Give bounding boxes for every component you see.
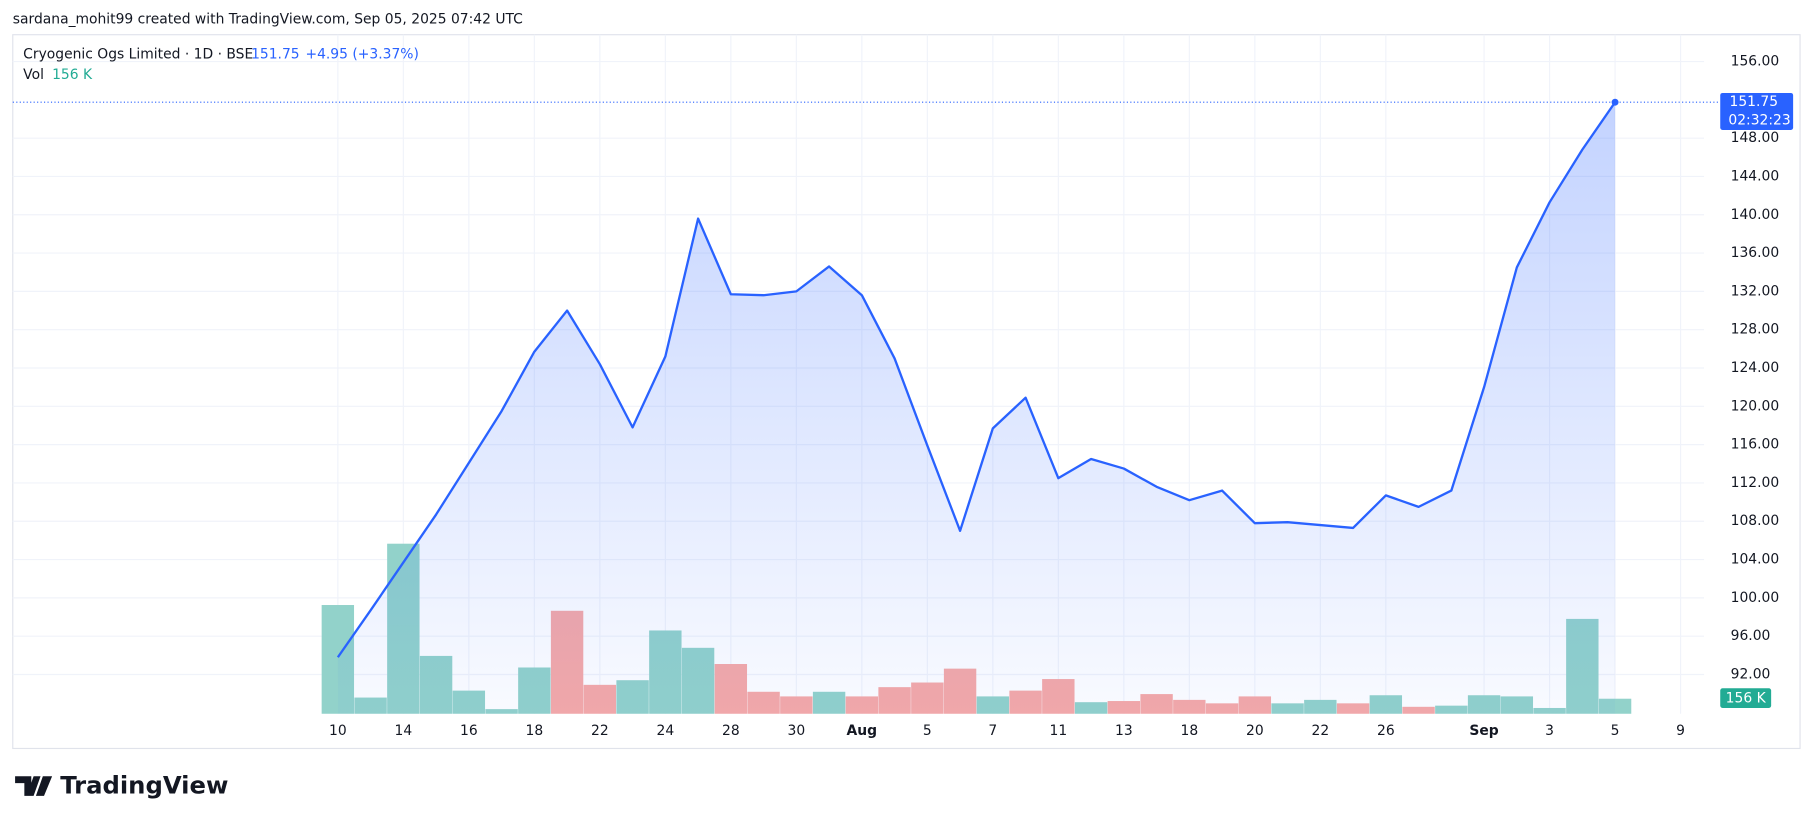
x-tick-label: 13 (1115, 723, 1133, 739)
x-tick-label: 16 (460, 723, 478, 739)
y-tick-label: 136.00 (1731, 245, 1780, 261)
plot: 92.00 96.00 100.00 104.00 108.00 112.00 116.00… (12, 34, 1794, 739)
change: +4.95 (+3.37%) (305, 46, 418, 62)
x-tick-label: 7 (988, 723, 997, 739)
y-tick-label: 108.00 (1731, 513, 1780, 529)
logo-mark (15, 776, 53, 796)
price: 151.75 (251, 46, 300, 62)
x-tick-label: 3 (1545, 723, 1554, 739)
price-label: 151.75 (1730, 94, 1779, 110)
x-tick-label: 20 (1246, 723, 1264, 739)
y-tick-label: 132.00 (1731, 283, 1780, 299)
volume-value: 156 K (52, 67, 93, 83)
logo-text: TradingView (60, 771, 228, 800)
y-tick-label: 124.00 (1731, 360, 1780, 376)
x-tick-label: 30 (788, 723, 806, 739)
volume-label-box (1720, 688, 1772, 708)
x-tick-label: 14 (395, 723, 413, 739)
x-tick-label: 18 (526, 723, 544, 739)
last-point (1611, 98, 1619, 106)
y-tick-label: 128.00 (1731, 322, 1780, 338)
x-tick-label: Sep (1469, 723, 1498, 739)
attribution: sardana_mohit99 created with TradingView… (13, 12, 523, 28)
price-line (336, 101, 1617, 658)
y-tick-label: 112.00 (1731, 475, 1780, 491)
chart-frame (12, 34, 1801, 750)
symbol: Cryogenic Ogs Limited · 1D · BSE (23, 46, 253, 62)
x-tick-label: Aug (847, 723, 878, 739)
x-tick-label: 24 (657, 723, 675, 739)
x-tick-label: 22 (591, 723, 609, 739)
x-tick-label: 22 (1312, 723, 1330, 739)
countdown: 02:32:23 (1728, 113, 1790, 129)
price-label-box (1720, 92, 1794, 130)
x-tick-label: 28 (722, 723, 740, 739)
x-tick-label: 10 (329, 723, 347, 739)
logo: TradingView (15, 771, 228, 800)
y-tick-label: 144.00 (1731, 168, 1780, 184)
x-tick-label: 5 (923, 723, 932, 739)
x-tick-label: 11 (1050, 723, 1068, 739)
y-tick-label: 116.00 (1731, 437, 1780, 453)
y-tick-label: 140.00 (1731, 207, 1780, 223)
volume-label: 156 K (1726, 691, 1767, 707)
price-area (337, 102, 1616, 714)
volume-label: Vol (23, 67, 44, 83)
y-tick-label: 92.00 (1731, 666, 1771, 682)
x-tick-label: 9 (1676, 723, 1685, 739)
y-tick-label: 148.00 (1731, 130, 1780, 146)
x-tick-label: 26 (1377, 723, 1395, 739)
y-tick-label: 100.00 (1731, 590, 1780, 606)
x-tick-label: 18 (1181, 723, 1199, 739)
x-tick-label: 5 (1611, 723, 1620, 739)
y-tick-label: 120.00 (1731, 398, 1780, 414)
y-tick-label: 156.00 (1731, 54, 1780, 70)
y-tick-label: 104.00 (1731, 552, 1780, 568)
y-tick-label: 96.00 (1731, 628, 1771, 644)
